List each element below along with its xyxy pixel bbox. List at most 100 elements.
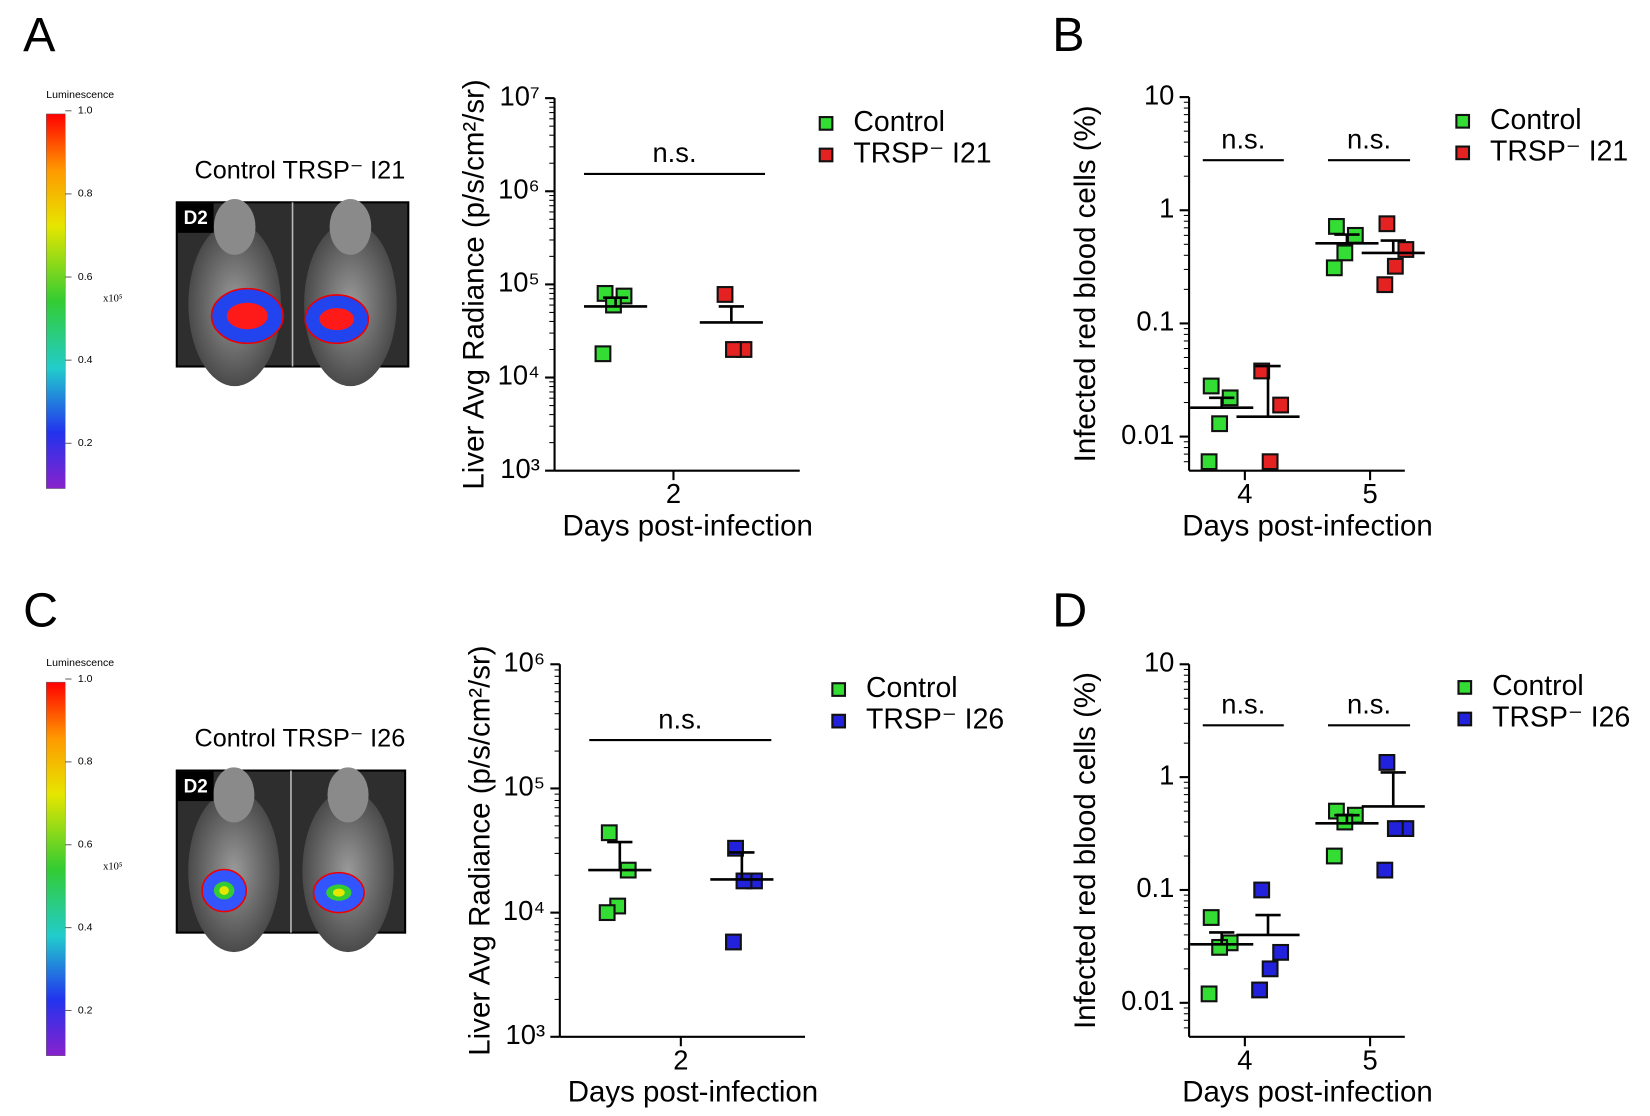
- significance-label: n.s.: [1347, 689, 1391, 720]
- colorbar-tick-label: 1.0: [78, 673, 93, 685]
- significance-label: n.s.: [1221, 124, 1265, 155]
- x-axis-label: Days post-infection: [1182, 509, 1432, 542]
- legend-swatch: [1455, 113, 1471, 129]
- legend-label: TRSP⁻ I21: [853, 137, 991, 169]
- image-caption: Control TRSP⁻ I21: [195, 156, 406, 184]
- x-axis-label: Days post-infection: [562, 509, 812, 542]
- data-point: [598, 904, 616, 922]
- data-point: [600, 824, 618, 842]
- data-point: [1211, 415, 1229, 433]
- colorbar-tick-label: 0.2: [78, 437, 93, 449]
- legend-swatch: [1457, 711, 1473, 727]
- colorbar-tick-label: 0.6: [78, 271, 93, 283]
- data-point: [1378, 754, 1396, 771]
- data-point: [1325, 847, 1343, 865]
- data-point: [1202, 909, 1220, 926]
- colorbar-tick-label: 0.6: [78, 839, 93, 851]
- y-tick-label: 10: [1144, 79, 1174, 110]
- colorbar-tick-label: 0.8: [78, 188, 93, 200]
- signal-core: [332, 888, 345, 897]
- day-label: D2: [184, 208, 208, 229]
- legend-swatch: [1455, 145, 1471, 161]
- data-point: [1211, 938, 1229, 956]
- colorbar: [46, 113, 66, 489]
- y-tick-label: 10⁶: [503, 647, 545, 678]
- x-tick-label: 5: [1362, 478, 1377, 509]
- data-point: [1336, 244, 1354, 262]
- colorbar-tick-label: 0.8: [78, 756, 93, 768]
- y-tick-label: 0.1: [1136, 872, 1174, 903]
- colorbar-title: Luminescence: [46, 89, 114, 101]
- legend-swatch: [831, 713, 847, 729]
- data-point: [1200, 985, 1218, 1003]
- y-tick-label: 1: [1159, 759, 1174, 790]
- y-tick-label: 10⁷: [500, 80, 540, 111]
- x-axis-label: Days post-infection: [568, 1075, 818, 1108]
- data-point: [1378, 215, 1396, 233]
- mouse-body: [302, 790, 394, 953]
- y-tick-label: 10: [1144, 647, 1174, 678]
- panel-letter: B: [1052, 8, 1084, 62]
- data-point: [725, 933, 742, 951]
- legend-label: TRSP⁻ I21: [1490, 135, 1628, 167]
- mouse-head: [329, 199, 372, 255]
- data-point: [1386, 820, 1404, 837]
- y-tick-label: 0.01: [1121, 985, 1174, 1016]
- y-axis-label: Liver Avg Radiance (p/s/cm²/sr): [464, 645, 497, 1055]
- significance-label: n.s.: [1221, 689, 1265, 720]
- data-point: [605, 296, 622, 314]
- y-tick-label: 10⁶: [498, 173, 540, 204]
- y-tick-label: 10⁴: [503, 895, 545, 926]
- significance-label: n.s.: [1347, 124, 1391, 155]
- panel-letter: A: [23, 8, 56, 62]
- y-tick-label: 0.1: [1136, 306, 1174, 337]
- colorbar-tick-label: 1.0: [78, 105, 93, 117]
- day-label: D2: [184, 776, 208, 797]
- legend-swatch: [1457, 680, 1473, 695]
- data-point: [735, 872, 753, 890]
- data-point: [725, 341, 742, 358]
- data-point: [1376, 276, 1394, 294]
- legend-label: TRSP⁻ I26: [1492, 702, 1630, 734]
- y-tick-label: 10⁵: [503, 771, 545, 802]
- signal: [226, 302, 268, 330]
- legend-label: Control: [1490, 104, 1582, 136]
- data-point: [1327, 217, 1345, 235]
- data-point: [1251, 981, 1269, 999]
- data-point: [1272, 943, 1290, 961]
- y-axis-label: Liver Avg Radiance (p/s/cm²/sr): [457, 79, 490, 489]
- data-point: [1202, 377, 1220, 395]
- legend-label: Control: [853, 106, 945, 138]
- y-tick-label: 1: [1159, 192, 1174, 223]
- x-tick-label: 4: [1237, 478, 1252, 509]
- data-point: [1376, 861, 1394, 879]
- legend-swatch: [818, 147, 834, 163]
- legend-label: Control: [1492, 670, 1584, 702]
- colorbar-title: Luminescence: [46, 657, 114, 669]
- significance-label: n.s.: [658, 703, 702, 734]
- image-caption: Control TRSP⁻ I26: [195, 725, 406, 753]
- signal: [319, 308, 355, 331]
- mouse-head: [213, 767, 255, 823]
- data-point: [1325, 259, 1343, 277]
- mouse-head: [327, 767, 369, 823]
- x-tick-label: 4: [1237, 1044, 1252, 1075]
- y-tick-label: 0.01: [1121, 419, 1174, 450]
- day-badge: [177, 203, 214, 233]
- legend-swatch: [831, 682, 847, 697]
- colorbar: [46, 681, 66, 1056]
- significance-label: n.s.: [652, 137, 696, 168]
- y-tick-label: 10⁵: [498, 267, 540, 298]
- y-tick-label: 10³: [500, 453, 540, 484]
- data-point: [1253, 881, 1271, 899]
- panel-letter: D: [1052, 584, 1087, 638]
- colorbar-tick-label: 0.4: [78, 354, 93, 366]
- x-tick-label: 2: [666, 478, 681, 509]
- y-axis-label: Infected red blood cells (%): [1069, 672, 1102, 1029]
- x-axis-label: Days post-infection: [1182, 1075, 1432, 1108]
- x-tick-label: 5: [1362, 1044, 1377, 1075]
- y-tick-label: 10⁴: [498, 360, 540, 391]
- legend-swatch: [818, 116, 834, 131]
- data-point: [716, 286, 734, 303]
